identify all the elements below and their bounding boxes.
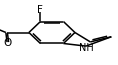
Text: F: F	[38, 5, 43, 15]
Text: O: O	[4, 38, 12, 48]
Text: NH: NH	[79, 43, 94, 53]
